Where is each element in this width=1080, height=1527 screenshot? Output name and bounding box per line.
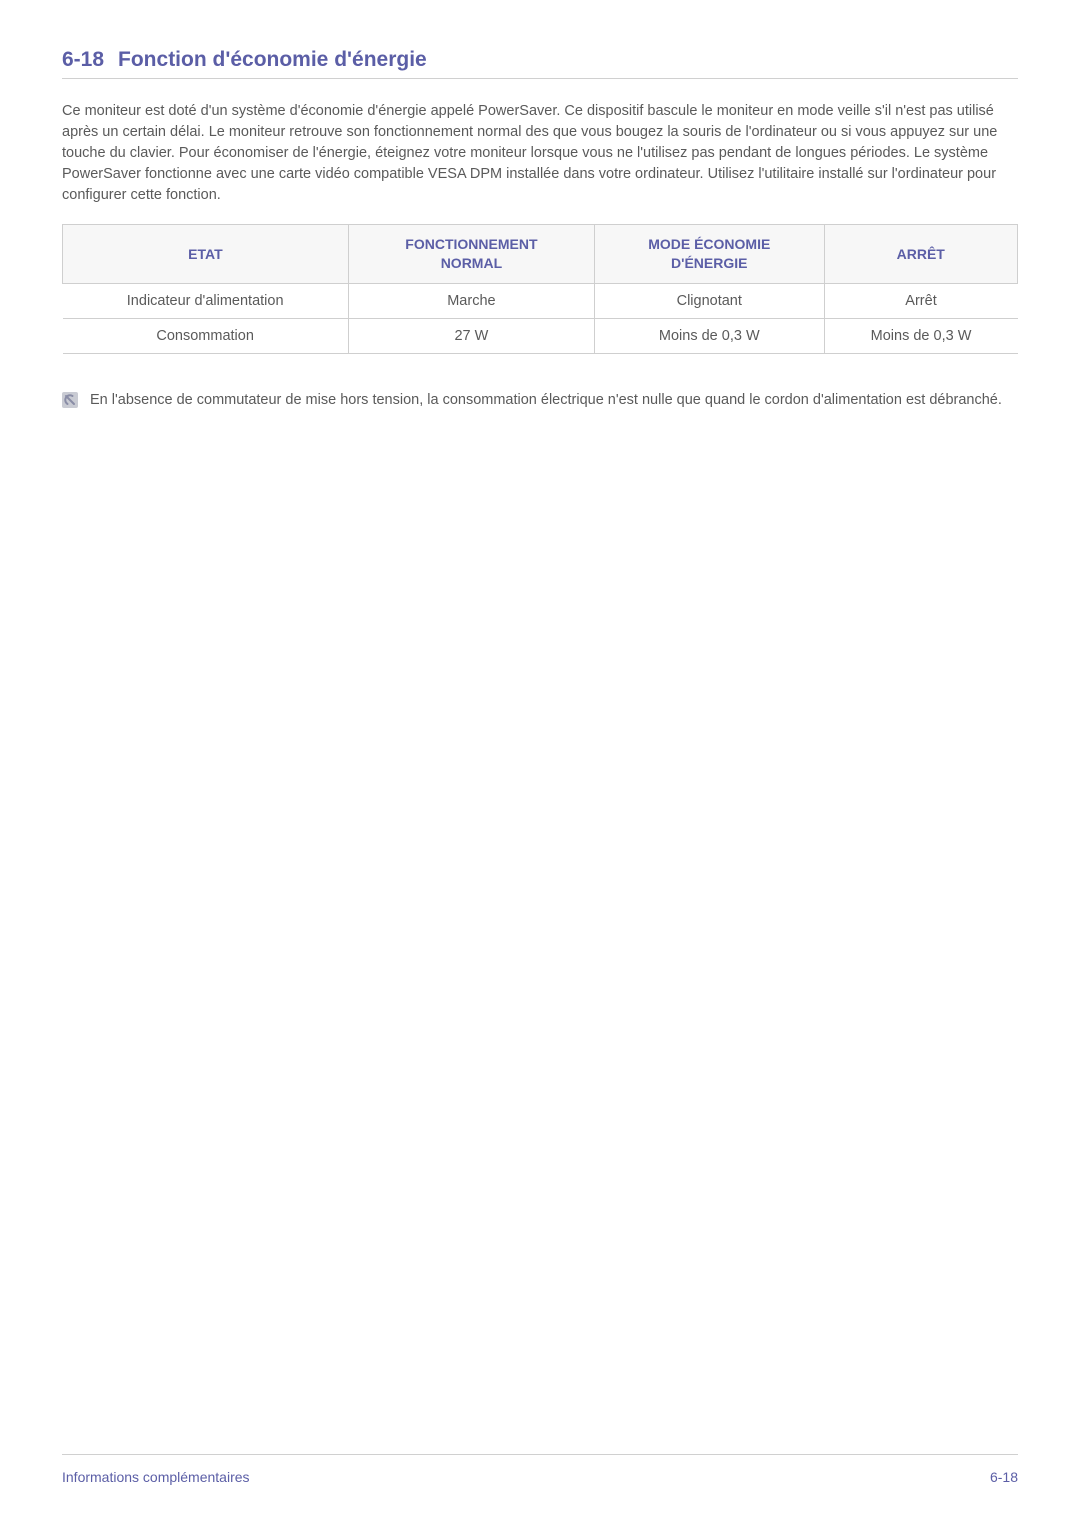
cell: Moins de 0,3 W [595,318,825,353]
col-header-arret: ARRÊT [824,225,1017,284]
col-header-economie: MODE ÉCONOMIED'ÉNERGIE [595,225,825,284]
section-number: 6-18 [62,48,104,71]
table-row: Indicateur d'alimentation Marche Clignot… [63,283,1018,318]
col-header-normal-text: FONCTIONNEMENTNORMAL [405,236,537,271]
table-row: Consommation 27 W Moins de 0,3 W Moins d… [63,318,1018,353]
note: En l'absence de commutateur de mise hors… [62,390,1018,413]
power-table: ETAT FONCTIONNEMENTNORMAL MODE ÉCONOMIED… [62,224,1018,354]
col-header-normal: FONCTIONNEMENTNORMAL [348,225,594,284]
cell: Consommation [63,318,349,353]
page-footer: Informations complémentaires 6-18 [62,1454,1018,1485]
intro-paragraph: Ce moniteur est doté d'un système d'écon… [62,101,1018,206]
col-header-etat: ETAT [63,225,349,284]
note-text: En l'absence de commutateur de mise hors… [90,390,1002,411]
cell: Arrêt [824,283,1017,318]
cell: 27 W [348,318,594,353]
col-header-economie-text: MODE ÉCONOMIED'ÉNERGIE [648,236,770,271]
section-title-text: Fonction d'économie d'énergie [118,48,427,71]
cell: Marche [348,283,594,318]
section-header: 6-18 Fonction d'économie d'énergie [62,48,1018,79]
cell: Clignotant [595,283,825,318]
cell: Indicateur d'alimentation [63,283,349,318]
section-title: 6-18 Fonction d'économie d'énergie [62,48,1018,72]
footer-left: Informations complémentaires [62,1469,250,1485]
cell: Moins de 0,3 W [824,318,1017,353]
footer-right: 6-18 [990,1469,1018,1485]
info-icon [62,392,78,413]
